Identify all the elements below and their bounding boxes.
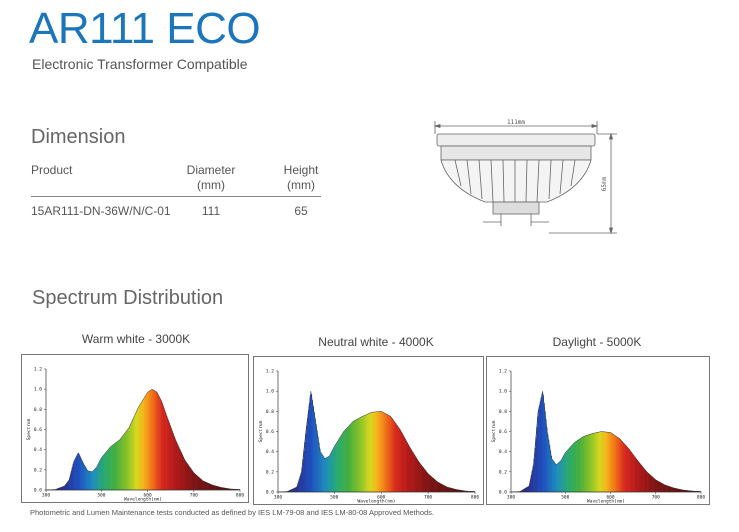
chart-title-neutral: Neutral white - 4000K — [318, 335, 434, 349]
x-axis-label: Wavelength(nm) — [587, 499, 625, 505]
cell-diameter: 111 — [201, 204, 221, 218]
spectrum-fill — [511, 393, 702, 492]
lamp-dimension-drawing: 111mm 65mm — [433, 119, 617, 235]
x-tick-label: 800 — [697, 495, 705, 501]
x-axis-label: Wavelength(nm) — [358, 499, 396, 505]
table-divider — [31, 196, 321, 197]
spectrum-heading: Spectrum Distribution — [32, 287, 224, 309]
y-tick-label: 0.8 — [266, 409, 274, 415]
footnote: Photometric and Lumen Maintenance tests … — [30, 508, 434, 517]
spectrum-line — [45, 388, 241, 491]
spectrum-line — [510, 391, 702, 493]
y-tick-label: 0.2 — [34, 467, 42, 473]
y-tick-label: 0.6 — [266, 429, 274, 435]
x-tick-label: 500 — [97, 493, 105, 499]
chart-title-warm: Warm white - 3000K — [81, 332, 191, 346]
spectrum-fill — [46, 389, 241, 491]
y-tick-label: 1.0 — [499, 389, 507, 395]
spectrum-line — [277, 391, 476, 493]
y-tick-label: 1.0 — [266, 389, 274, 395]
y-tick-label: 0.0 — [499, 490, 507, 496]
x-tick-label: 380 — [274, 495, 282, 501]
chart-warm: 0.0 0.2 0.4 0.6 0.8 1.0 1.2 380 500 600 700 800 Wave… — [21, 354, 249, 503]
y-tick-label: 0.2 — [266, 469, 274, 475]
chart-neutral: 0.0 0.2 0.4 0.6 0.8 1.0 1.2 380 500 600 700 800 Wave… — [253, 356, 484, 505]
x-tick-label: 380 — [42, 493, 50, 499]
y-tick-label: 0.4 — [266, 449, 274, 455]
x-tick-label: 500 — [561, 495, 569, 501]
x-tick-label: 600 — [377, 495, 385, 501]
page-subtitle: Electronic Transformer Compatible — [32, 56, 248, 72]
column-header-diameter: Diameter (mm) — [186, 163, 236, 192]
y-tick-label: 0.4 — [34, 447, 42, 453]
y-tick-label: 0.8 — [499, 409, 507, 415]
spectrum-chart-warm: 0.0 0.2 0.4 0.6 0.8 1.0 1.2 380 500 600 700 800 Wave… — [26, 367, 244, 503]
x-axis-label: Wavelength(nm) — [124, 497, 162, 503]
y-tick-label: 0.6 — [499, 429, 507, 435]
height-label: 65mm — [601, 176, 608, 191]
x-tick-label: 800 — [471, 495, 479, 501]
column-header-height: Height (mm) — [283, 163, 319, 192]
x-tick-label: 380 — [507, 495, 515, 501]
y-tick-label: 1.0 — [34, 387, 42, 393]
spectrum-chart-daylight: 0.0 0.2 0.4 0.6 0.8 1.0 1.2 380 500 600 700 800 Wave… — [491, 369, 705, 505]
spectrum-chart-neutral: 0.0 0.2 0.4 0.6 0.8 1.0 1.2 380 500 600 700 800 Wave… — [258, 369, 479, 505]
x-tick-label: 500 — [330, 495, 338, 501]
y-tick-label: 0.4 — [499, 449, 507, 455]
width-label: 111mm — [507, 119, 525, 126]
y-axis-label: Spectrum — [26, 418, 32, 440]
cell-product: 15AR111-DN-36W/N/C-01 — [31, 204, 171, 218]
page-title: AR111 ECO — [29, 4, 261, 53]
x-tick-label: 700 — [190, 493, 198, 499]
chart-daylight: 0.0 0.2 0.4 0.6 0.8 1.0 1.2 380 500 600 700 800 Wave… — [486, 356, 710, 505]
x-tick-label: 800 — [236, 493, 244, 499]
y-tick-label: 0.8 — [34, 407, 42, 413]
dimension-heading: Dimension — [31, 126, 126, 148]
y-tick-label: 0.2 — [499, 469, 507, 475]
x-tick-label: 600 — [606, 495, 614, 501]
chart-title-daylight: Daylight - 5000K — [552, 335, 642, 349]
x-tick-label: 700 — [424, 495, 432, 501]
y-tick-label: 0.0 — [34, 488, 42, 494]
spectrum-fill — [278, 394, 476, 492]
column-header-product: Product — [31, 163, 73, 177]
y-tick-label: 1.2 — [34, 367, 42, 373]
y-tick-label: 0.0 — [266, 490, 274, 496]
cell-height: 65 — [294, 204, 308, 218]
y-tick-label: 0.6 — [34, 427, 42, 433]
x-tick-label: 600 — [144, 493, 152, 499]
x-tick-label: 700 — [652, 495, 660, 501]
y-tick-label: 1.2 — [499, 369, 507, 375]
y-axis-label: Spectrum — [258, 420, 264, 442]
y-axis-label: Spectrum — [491, 420, 497, 442]
y-tick-label: 1.2 — [266, 369, 274, 375]
